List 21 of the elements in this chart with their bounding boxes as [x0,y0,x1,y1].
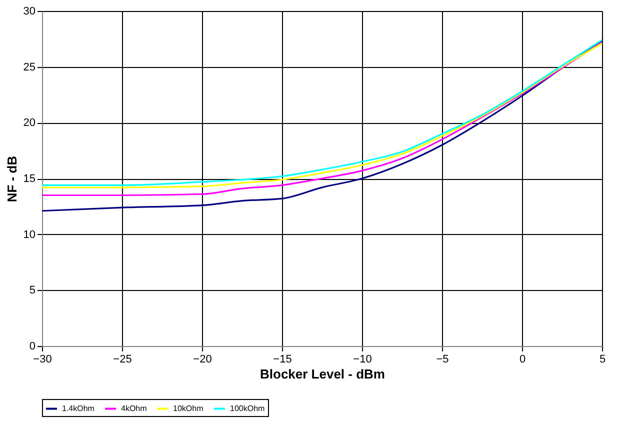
legend-label: 1.4kOhm [62,404,95,413]
legend-label: 4kOhm [121,404,148,413]
x-tick-label: −30 [33,354,52,366]
x-tick-label: 5 [599,354,606,366]
y-tick-label: 25 [23,61,36,74]
y-tick-label: 30 [23,6,36,18]
y-tick-label: 15 [23,173,36,185]
legend-label: 10kOhm [173,404,204,413]
y-tick-label: 5 [29,284,36,297]
x-axis-title: Blocker Level - dBm [260,366,385,382]
x-tick-label: −25 [113,354,132,366]
y-axis-title: NF - dB [4,156,20,202]
x-tick-label: −20 [193,354,212,366]
y-tick-label: 20 [23,117,36,130]
y-tick-label: 0 [29,340,36,352]
legend-label: 100kOhm [230,404,266,413]
y-tick-label: 10 [23,228,36,241]
x-tick-label: 0 [519,354,526,366]
x-tick-label: −15 [273,354,292,366]
x-tick-label: −5 [436,354,449,366]
x-tick-label: −10 [353,354,372,366]
